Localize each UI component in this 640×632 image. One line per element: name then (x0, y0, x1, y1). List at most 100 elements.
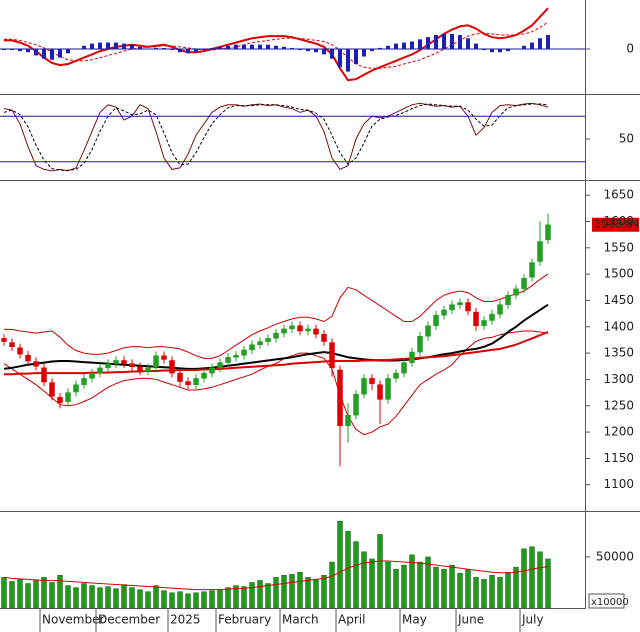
volume-bar (97, 587, 103, 609)
unit-label: x10000 (591, 597, 629, 608)
histogram-bar (234, 44, 238, 49)
candle-body (193, 378, 199, 385)
histogram-bar (386, 45, 390, 49)
line-series (3, 560, 549, 591)
histogram-bar (226, 45, 230, 49)
volume-bar (185, 593, 191, 609)
candle-body (233, 354, 239, 358)
histogram-bar (266, 44, 270, 49)
histogram-bar (50, 49, 54, 60)
histogram-bar (298, 49, 302, 51)
volume-bar (161, 590, 167, 609)
histogram-bar (466, 38, 470, 49)
candle-body (321, 333, 327, 342)
unit-box (588, 593, 625, 609)
candle-body (337, 369, 343, 427)
volume-bar (153, 585, 159, 609)
histogram-bar (474, 43, 478, 49)
volume-bar (105, 586, 111, 609)
candle-body (137, 366, 143, 372)
x-tick-label: May (402, 613, 427, 627)
candle-body (433, 314, 439, 326)
histogram-bar (402, 42, 406, 49)
y-tick-label: 1150 (603, 451, 634, 465)
histogram-bar (546, 35, 550, 49)
candle-body (457, 302, 463, 305)
histogram-bar (538, 38, 542, 49)
histogram-bar (170, 49, 174, 51)
volume-bar (129, 587, 135, 609)
y-tick-label: 1500 (603, 267, 634, 281)
candle-body (329, 342, 335, 369)
histogram-bar (346, 49, 350, 72)
last-price-box (592, 217, 639, 232)
candle-body (313, 328, 319, 335)
y-tick-label: 1400 (603, 319, 634, 333)
candle-body (1, 338, 7, 342)
histogram-bar (162, 47, 166, 49)
candle-body (425, 325, 431, 337)
volume-bar (521, 548, 527, 609)
histogram-bar (202, 49, 206, 51)
volume-bar (249, 582, 255, 609)
volume-bar (137, 589, 143, 609)
x-tick-label: June (457, 613, 484, 627)
histogram-bar (138, 46, 142, 49)
histogram-bar (434, 35, 438, 49)
candle-body (385, 378, 391, 400)
histogram-bar (242, 44, 246, 49)
histogram-bar (58, 49, 62, 58)
y-tick-label: 1450 (603, 293, 634, 307)
volume-bar (89, 585, 95, 609)
histogram-bar (10, 49, 14, 51)
volume-bar (265, 583, 271, 609)
volume-bar (1, 577, 7, 609)
candle-body (361, 378, 367, 395)
volume-bar (409, 554, 415, 609)
histogram-bar (178, 49, 182, 53)
histogram-bar (522, 45, 526, 49)
volume-bar (169, 592, 175, 609)
volume-bar (473, 577, 479, 609)
candle-body (489, 313, 495, 321)
x-tick-label: November (42, 613, 104, 627)
histogram-bar (66, 49, 70, 54)
volume-bar (297, 572, 303, 609)
candle-body (209, 367, 215, 374)
line-series (3, 103, 549, 171)
overlay-line (3, 330, 549, 436)
line-series (4, 7, 549, 82)
candle-body (57, 397, 63, 403)
candle-body (513, 288, 519, 296)
histogram-bar (394, 43, 398, 49)
volume-bar (505, 572, 511, 609)
last-price-label: 1593.840 (594, 218, 640, 231)
volume-bar (545, 558, 551, 609)
histogram-bar (354, 49, 358, 65)
candle-body (201, 372, 207, 379)
histogram-bar (210, 47, 214, 49)
histogram-bar (458, 35, 462, 49)
candle-body (225, 357, 231, 363)
volume-bar (201, 591, 207, 609)
histogram-bar (258, 44, 262, 49)
y-tick-label: 0 (626, 42, 634, 56)
candle-body (545, 224, 551, 241)
histogram-bar (218, 46, 222, 49)
histogram-bar (154, 47, 158, 49)
histogram-bar (34, 49, 38, 56)
histogram-bar (442, 33, 446, 49)
histogram-bar (290, 47, 294, 49)
histogram-bar (194, 49, 198, 53)
histogram-bar (274, 45, 278, 49)
histogram-bar (506, 49, 510, 52)
x-tick-label: February (218, 613, 271, 627)
histogram-bar (418, 39, 422, 49)
candle-body (353, 393, 359, 416)
histogram-bar (82, 45, 86, 49)
overlay-line (4, 331, 549, 376)
candle-body (449, 304, 455, 311)
histogram-bar (306, 49, 310, 52)
overlay-line (4, 273, 549, 359)
volume-bar (41, 577, 47, 609)
